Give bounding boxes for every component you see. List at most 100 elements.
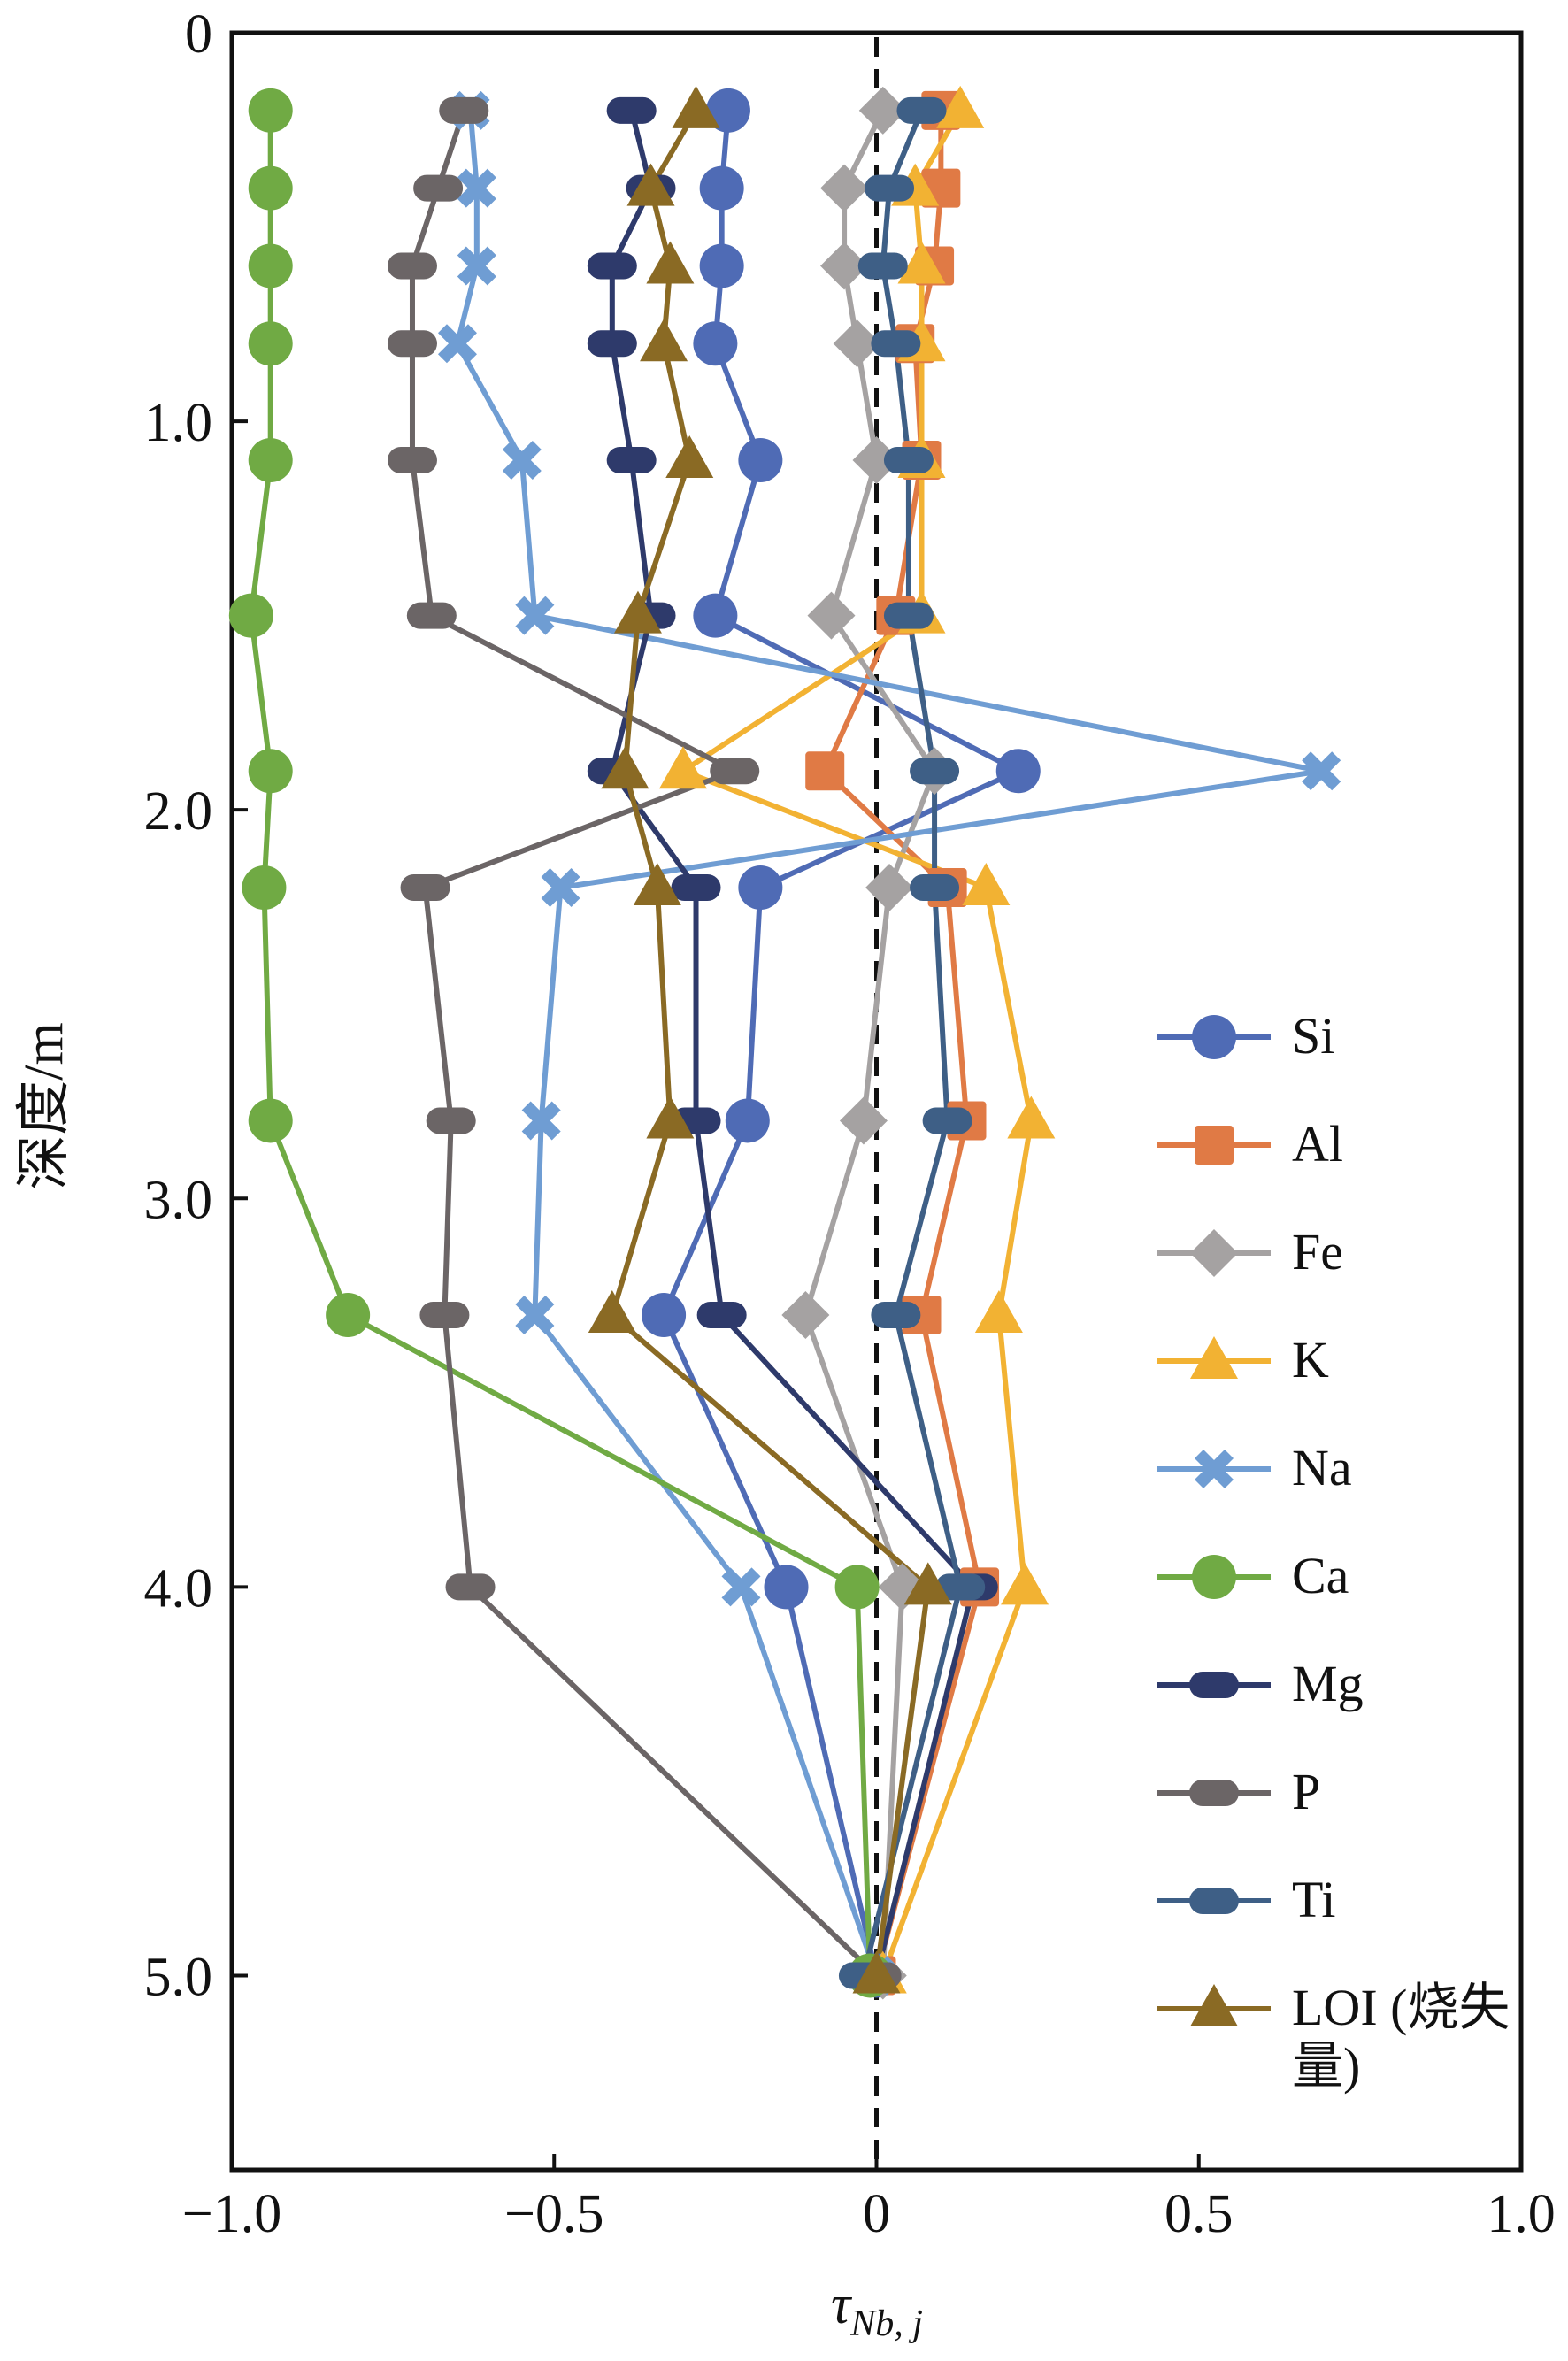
marker: [699, 165, 744, 211]
marker: [387, 330, 437, 358]
marker: [419, 1302, 470, 1328]
marker: [387, 447, 437, 473]
marker: [1007, 1096, 1056, 1139]
marker: [696, 1302, 747, 1328]
marker: [710, 758, 760, 785]
marker: [1192, 1015, 1236, 1059]
legend-swatch: [1157, 1336, 1271, 1379]
marker: [883, 602, 934, 629]
marker: [820, 242, 869, 290]
legend-item: LOI (烧失量): [1150, 1972, 1513, 2095]
legend-label: K: [1292, 1331, 1329, 1388]
marker: [626, 163, 675, 206]
marker: [437, 324, 477, 364]
legend-label: Na: [1292, 1439, 1352, 1496]
legend-label: P: [1292, 1763, 1321, 1820]
marker: [1190, 1336, 1238, 1379]
marker: [248, 749, 293, 794]
marker: [445, 1573, 496, 1601]
legend-item: Al: [1150, 1108, 1513, 1216]
marker: [995, 749, 1041, 794]
legend-swatch: [1157, 1015, 1271, 1059]
legend-label: Ca: [1292, 1547, 1349, 1604]
y-tick-label: 0: [185, 4, 212, 65]
legend-item: Mg: [1150, 1648, 1513, 1756]
marker: [839, 1096, 888, 1145]
x-axis-label-main: τ: [831, 2275, 853, 2335]
marker: [871, 330, 921, 358]
marker: [606, 96, 657, 124]
marker: [426, 1107, 476, 1134]
marker: [406, 602, 457, 629]
y-tick-label: 2.0: [144, 781, 213, 842]
marker: [248, 1098, 293, 1143]
y-tick-label: 1.0: [144, 393, 213, 453]
legend-label: LOI (烧失量): [1292, 1979, 1510, 2095]
x-axis-label-sub: Nb, j: [849, 2303, 923, 2344]
legend-label: Si: [1292, 1007, 1335, 1065]
marker: [871, 1302, 921, 1328]
marker: [413, 174, 464, 202]
legend-swatch: [1157, 1888, 1271, 1914]
marker: [721, 1567, 761, 1607]
marker: [852, 436, 901, 484]
x-tick-label: 0.5: [1164, 2184, 1234, 2244]
legend-swatch: [1157, 1229, 1271, 1277]
marker: [857, 252, 908, 280]
marker: [693, 593, 738, 638]
marker: [974, 1290, 1023, 1333]
marker: [640, 319, 688, 362]
legend-item: Ti: [1150, 1864, 1513, 1972]
marker: [248, 88, 293, 133]
legend-swatch: [1157, 1450, 1271, 1488]
legend-label: Al: [1292, 1115, 1343, 1173]
marker: [1001, 1562, 1049, 1605]
marker: [521, 1101, 561, 1141]
marker: [541, 868, 580, 907]
y-axis-label: 深度/m: [14, 1022, 74, 1189]
series-line: [661, 110, 1021, 1977]
marker: [1190, 1984, 1238, 2026]
marker: [833, 319, 881, 368]
marker: [248, 438, 293, 482]
y-tick-label: 3.0: [144, 1170, 213, 1230]
legend-item: Si: [1150, 1000, 1513, 1108]
marker: [601, 746, 649, 789]
legend-swatch: [1157, 1780, 1271, 1806]
marker: [922, 1107, 972, 1134]
marker: [738, 438, 783, 482]
marker: [502, 441, 542, 480]
marker: [646, 241, 695, 284]
legend-item: K: [1150, 1324, 1513, 1432]
legend-swatch: [1157, 1672, 1271, 1698]
marker: [400, 874, 450, 901]
legend-item: Fe: [1150, 1216, 1513, 1324]
marker: [896, 96, 947, 124]
marker: [1195, 1126, 1234, 1165]
marker: [248, 321, 293, 366]
marker: [936, 85, 985, 128]
marker: [725, 1098, 770, 1143]
marker: [228, 593, 273, 638]
marker: [962, 863, 1011, 905]
marker: [588, 1290, 636, 1333]
marker: [613, 590, 662, 634]
legend-label: Mg: [1292, 1655, 1364, 1712]
marker: [1189, 1888, 1239, 1914]
legend-swatch: [1157, 1126, 1271, 1165]
legend-swatch: [1157, 1984, 1271, 2026]
marker: [1189, 1780, 1239, 1806]
legend-item: P: [1150, 1756, 1513, 1864]
marker: [693, 321, 738, 366]
marker: [852, 1950, 901, 1994]
marker: [738, 865, 783, 910]
marker: [248, 243, 293, 288]
legend: Si Al Fe K Na Ca Mg P Ti LOI (烧失量): [1150, 1000, 1513, 2095]
marker: [1189, 1672, 1239, 1698]
marker: [642, 1293, 687, 1337]
marker: [705, 88, 750, 133]
legend-label: Ti: [1292, 1871, 1336, 1928]
marker: [439, 96, 489, 124]
marker: [457, 246, 496, 286]
